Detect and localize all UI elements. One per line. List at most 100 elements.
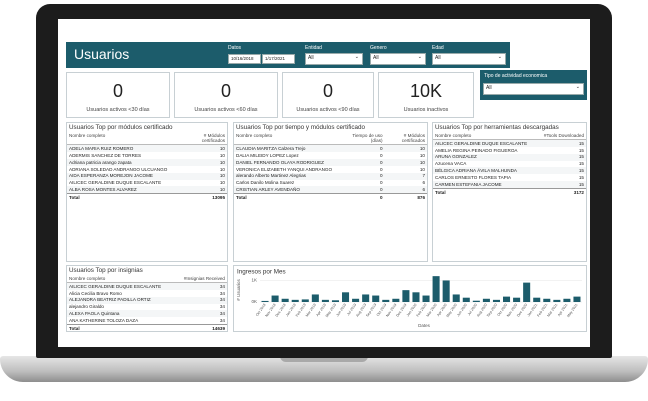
row[interactable]: ARUNA GONZALEZ 15	[433, 153, 586, 161]
dropdown-value: All	[486, 85, 492, 91]
x-tick-label: Apr 2019	[315, 303, 327, 317]
row[interactable]: CRISTIAN ARLEY AVENDAÑO 0 6	[234, 186, 427, 194]
chart: Ingresos por Mes # Usuarios Dates 0K 1K Oc…	[236, 269, 582, 328]
kpi-card: 0 Usuarios activos <30 días	[66, 72, 170, 118]
row[interactable]: DALIA MILEIDY LOPEZ Lopez 0 10	[234, 152, 427, 159]
cell: 15	[578, 175, 584, 181]
cell: ADRIANA SOLEDAD ANDRANGO ULCUANGO	[69, 166, 168, 172]
kpi-value: 10K	[409, 81, 443, 101]
cell: 34	[219, 290, 225, 296]
y-axis-label: # Usuarios	[236, 278, 241, 300]
kpi-label: Usuarios activos <30 días	[86, 107, 150, 113]
row[interactable]: CLAUDIA MARITZA Calzera Trejo 0 10	[234, 144, 427, 153]
date-box[interactable]: 10/16/2018	[228, 54, 261, 64]
row[interactable]: ADELA MARIA RUIZ ROMERO 10	[67, 144, 227, 153]
bar	[513, 297, 521, 302]
cell: 34	[219, 297, 225, 303]
row[interactable]: Adriana patricia arango zapata 10	[67, 158, 227, 166]
x-tick-label: Jul 2019	[346, 303, 357, 316]
dropdown[interactable]: All ⌄	[483, 83, 584, 95]
row[interactable]: ANA KATHERINE TOLOZA DAZA 34	[67, 317, 227, 324]
column-header: Nombre completo	[67, 132, 179, 146]
row[interactable]: ALBA ROSA MONTES ALVAREZ 10	[67, 186, 227, 194]
row[interactable]: ADRIANA SOLEDAD ANDRANGO ULCUANGO 10	[67, 166, 227, 173]
row[interactable]: ALEJANDRA BEATRIZ PADILLA ORTIZ 34	[67, 296, 227, 304]
row[interactable]: AILICEC GERALDINE DUQUE ESCALANTE 15	[433, 139, 586, 147]
cell: 15	[578, 154, 584, 160]
bar	[422, 295, 430, 302]
column-header: Nombre completo	[67, 275, 179, 283]
dropdown-value: All	[373, 55, 379, 61]
bar	[482, 298, 490, 302]
bar	[281, 298, 289, 302]
row[interactable]: Carlos Danilo Molina Suarez 0 6	[234, 180, 427, 187]
cell: 10	[219, 166, 225, 172]
filter-label: Datos	[228, 45, 242, 51]
bar	[573, 296, 581, 302]
bar	[402, 290, 410, 302]
chart-panel: Ingresos por Mes # Usuarios Dates 0K 1K Oc…	[233, 265, 587, 332]
x-tick-label: Feb 2019	[295, 303, 307, 318]
row[interactable]: VERONICA ELIZABETH YANQUI ANDRANGO 0 10	[234, 166, 427, 173]
row[interactable]: alejandro Giraldo 34	[67, 304, 227, 311]
date-box[interactable]: 1/17/2021	[262, 54, 295, 64]
table-card: Usuarios Top por módulos certificado Nomb…	[66, 122, 228, 262]
cell: 0	[379, 180, 383, 186]
cell: CARLOS ERNESTO FLORES TAPIA	[435, 175, 512, 181]
cell: AMELIA REGINA PEINADO FIGUEROA	[435, 147, 518, 153]
bar	[352, 298, 360, 302]
dropdown[interactable]: All ⌄	[305, 53, 363, 65]
row[interactable]: ALEXA PAOLA Quintana 34	[67, 310, 227, 318]
cell: 0	[379, 159, 383, 165]
cell: 10	[219, 159, 225, 165]
row[interactable]: CARLOS ERNESTO FLORES TAPIA 15	[433, 174, 586, 181]
dropdown[interactable]: All ⌄	[370, 53, 426, 65]
cell: AILICEC GERALDINE DUQUE ESCALANTE	[69, 180, 162, 186]
cell: 34	[219, 304, 225, 310]
bar	[291, 299, 299, 302]
chevron: ⌄	[497, 54, 502, 60]
row[interactable]: AIDA ESPERANZA MOREJON JACOME 10	[67, 172, 227, 180]
total-cell: 3172	[540, 187, 586, 196]
row[interactable]: AILICEC GERALDINE DUQUE ESCALANTE 34	[67, 282, 227, 290]
cell: ANA KATHERINE TOLOZA DAZA	[69, 318, 139, 324]
row[interactable]: AMELIA REGINA PEINADO FIGUEROA 15	[433, 147, 586, 154]
cell: 7	[422, 173, 425, 179]
chevron: ⌄	[417, 54, 422, 60]
x-tick-label: Jan 2020	[406, 303, 418, 317]
table-card: Usuarios Top por insignias Nombre complet…	[66, 265, 228, 332]
cell: ADELA MARIA RUIZ ROMERO	[69, 145, 134, 151]
row[interactable]: BÉLGICA ADRIANA ÁVILA MALHUNDA 15	[433, 167, 586, 175]
row[interactable]: alerando Alberto Martinez Alegrias 0 7	[234, 172, 427, 180]
row[interactable]: CARMEN ESTEFANIA JACOME 15	[433, 181, 586, 189]
cell: 15	[578, 168, 584, 174]
bar	[432, 276, 440, 302]
row[interactable]: AILICEC GERALDINE DUQUE ESCALANTE 10	[67, 180, 227, 187]
cell: 10	[219, 187, 225, 193]
row[interactable]: Alicia Cecilia Bravo Romo 34	[67, 290, 227, 297]
cell: CLAUDIA MARITZA Calzera Trejo	[236, 145, 306, 151]
dropdown[interactable]: All ⌄	[432, 53, 506, 65]
cell: 10	[419, 152, 425, 158]
cell: 15	[578, 147, 584, 153]
bar	[271, 295, 279, 302]
bar	[442, 280, 450, 302]
total-cell: Total	[234, 193, 343, 202]
column-header: # Módulos certificados	[384, 132, 427, 146]
table: Nombre completo #Tools Downloaded AILICEC …	[433, 132, 586, 196]
total-cell: Total	[433, 187, 541, 196]
row[interactable]: Azucena VACA 15	[433, 161, 586, 168]
x-tick-label: Jun 2019	[335, 303, 347, 317]
y-tick-label: 0K	[251, 299, 257, 304]
x-tick-label: Apr 2021	[557, 303, 569, 317]
row[interactable]: ADERMIS SANCHEZ DE TORRES 10	[67, 152, 227, 159]
cell: 10	[419, 166, 425, 172]
cell: 10	[219, 173, 225, 179]
bar	[362, 294, 370, 302]
cell: AILICEC GERALDINE DUQUE ESCALANTE	[435, 140, 528, 146]
cell: 15	[578, 161, 584, 167]
kpi-value: 0	[220, 81, 231, 101]
table: Nombre completo # Módulos certificados ADE…	[67, 132, 227, 202]
row[interactable]: DANIEL FERNANDO OLAYA RODRIGUEZ 0 10	[234, 158, 427, 166]
kpi-card: 0 Usuarios activos <60 días	[174, 72, 278, 118]
